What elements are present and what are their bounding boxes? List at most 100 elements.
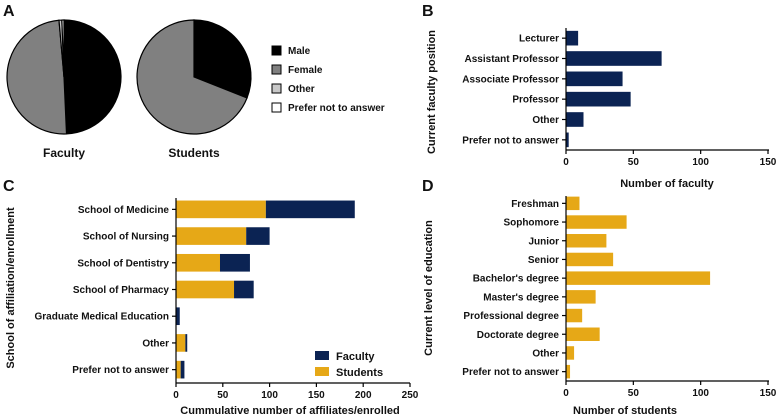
category-label-b-prefer-not-to-answer: Prefer not to answer <box>462 135 559 146</box>
panel-d-chart: Freshman Sophomore Junior Senior Bachelor's … <box>423 196 777 417</box>
y-axis-title-d: Current level of education <box>423 220 435 356</box>
bar-d-bachelor-s-degree <box>566 271 711 285</box>
category-label-d-bachelor-s-degree: Bachelor's degree <box>473 274 560 285</box>
y-axis-title-b: Current faculty position <box>426 30 438 154</box>
category-label-d-freshman: Freshman <box>511 199 559 210</box>
x-axis-title-d: Number of students <box>573 405 677 417</box>
x-tick-label-d-50: 50 <box>628 388 640 399</box>
pie-faculty-label: Faculty <box>43 146 85 160</box>
pie-slice-faculty-male <box>63 19 122 135</box>
x-tick-label-b-100: 100 <box>692 157 709 168</box>
bar-d-other <box>566 346 575 360</box>
category-label-c-school-of-nursing: School of Nursing <box>83 232 169 243</box>
panel-label-c: C <box>3 178 15 195</box>
panel-label-d: D <box>422 178 434 195</box>
pie-slice-faculty-prefer-not-to-answer <box>61 19 65 78</box>
bar-c-graduate-medical-education-faculty <box>176 307 180 326</box>
pie-slice-students-male <box>193 19 252 99</box>
category-label-d-doctorate-degree: Doctorate degree <box>477 330 560 341</box>
x-tick-label-c-0: 0 <box>173 390 179 401</box>
category-label-b-other: Other <box>532 115 559 126</box>
x-tick-label-c-250: 250 <box>402 390 419 401</box>
bar-c-school-of-pharmacy-students <box>176 280 235 299</box>
category-label-d-junior: Junior <box>528 236 559 247</box>
legend-swatch-other <box>271 83 282 94</box>
bar-d-master-s-degree <box>566 290 596 304</box>
bar-d-junior <box>566 234 607 248</box>
category-label-b-assistant-professor: Assistant Professor <box>465 54 560 65</box>
legend-label-male: Male <box>288 46 311 57</box>
legend-label-prefer-not: Prefer not to answer <box>288 103 385 114</box>
x-tick-label-c-200: 200 <box>355 390 372 401</box>
legend-c-swatch-faculty <box>315 351 329 360</box>
y-axis-title-c: School of affiliation/enrollment <box>5 207 17 369</box>
panel-b-chart: Lecturer Assistant Professor Associate Pro… <box>426 28 777 190</box>
category-label-d-sophomore: Sophomore <box>503 218 559 229</box>
bar-c-school-of-dentistry-faculty <box>219 253 250 272</box>
x-tick-label-b-50: 50 <box>628 157 640 168</box>
bar-b-other <box>566 112 584 127</box>
category-label-b-associate-professor: Associate Professor <box>462 74 559 85</box>
category-label-d-other: Other <box>532 348 559 359</box>
category-label-b-professor: Professor <box>512 95 559 106</box>
pie-students <box>136 19 252 135</box>
x-tick-label-d-100: 100 <box>692 388 709 399</box>
category-label-c-school-of-medicine: School of Medicine <box>78 205 170 216</box>
bar-c-school-of-medicine-faculty <box>265 200 355 219</box>
category-label-d-professional-degree: Professional degree <box>463 311 559 322</box>
x-tick-label-c-150: 150 <box>308 390 325 401</box>
bar-b-lecturer <box>566 30 579 46</box>
category-label-b-lecturer: Lecturer <box>519 34 559 45</box>
bar-c-school-of-dentistry-students <box>176 253 220 272</box>
category-label-c-school-of-dentistry: School of Dentistry <box>77 258 169 269</box>
legend-c-swatch-students <box>315 367 329 376</box>
bar-d-professional-degree <box>566 308 583 323</box>
category-label-c-prefer-not-to-answer: Prefer not to answer <box>72 365 169 376</box>
x-tick-label-c-100: 100 <box>261 390 278 401</box>
panel-c-chart: School of Medicine School of Nursing Schoo… <box>5 198 419 417</box>
category-label-d-master-s-degree: Master's degree <box>483 292 559 303</box>
panel-label-b: B <box>422 3 434 20</box>
bar-d-prefer-not-to-answer <box>566 364 571 379</box>
bar-b-assistant-professor <box>566 51 662 66</box>
x-tick-label-d-0: 0 <box>563 388 569 399</box>
pie-slice-students-female <box>136 19 248 135</box>
bar-b-associate-professor <box>566 71 623 87</box>
bar-b-professor <box>566 91 631 107</box>
legend-c-label-faculty: Faculty <box>336 351 375 363</box>
bar-d-senior <box>566 252 614 267</box>
legend-label-female: Female <box>288 65 323 76</box>
x-axis-title-b: Number of faculty <box>620 178 714 190</box>
bar-d-freshman <box>566 196 580 211</box>
x-axis-title-c: Cummulative number of affiliates/enrolle… <box>180 405 399 417</box>
category-label-c-graduate-medical-education: Graduate Medical Education <box>35 312 169 323</box>
x-tick-label-b-0: 0 <box>563 157 569 168</box>
bar-c-prefer-not-to-answer-faculty <box>180 360 185 379</box>
panel-a-pies: Faculty Students Male Female Other Prefe… <box>6 19 385 160</box>
pie-legend: Male Female Other Prefer not to answer <box>271 45 385 114</box>
legend-c-label-students: Students <box>336 367 383 379</box>
bar-c-other-faculty <box>185 334 188 352</box>
x-tick-label-b-150: 150 <box>760 157 777 168</box>
bar-c-school-of-nursing-students <box>176 227 247 245</box>
bar-c-school-of-nursing-faculty <box>246 227 270 245</box>
bar-c-school-of-medicine-students <box>176 200 266 219</box>
category-label-d-prefer-not-to-answer: Prefer not to answer <box>462 367 559 378</box>
category-label-c-other: Other <box>142 338 169 349</box>
legend-swatch-male <box>271 45 282 56</box>
panel-label-a: A <box>3 3 15 20</box>
bar-d-doctorate-degree <box>566 327 600 341</box>
bar-c-other-students <box>176 334 186 352</box>
legend-c: Faculty Students <box>315 351 383 379</box>
x-tick-label-c-50: 50 <box>217 390 229 401</box>
bar-c-school-of-pharmacy-faculty <box>234 280 254 299</box>
x-tick-label-d-150: 150 <box>760 388 777 399</box>
pie-slice-faculty-female <box>6 19 68 135</box>
legend-swatch-female <box>271 64 282 75</box>
category-label-c-school-of-pharmacy: School of Pharmacy <box>73 285 170 296</box>
category-label-d-senior: Senior <box>528 255 559 266</box>
bar-b-prefer-not-to-answer <box>566 132 569 148</box>
pie-students-label: Students <box>168 146 220 160</box>
pie-faculty <box>6 19 122 135</box>
